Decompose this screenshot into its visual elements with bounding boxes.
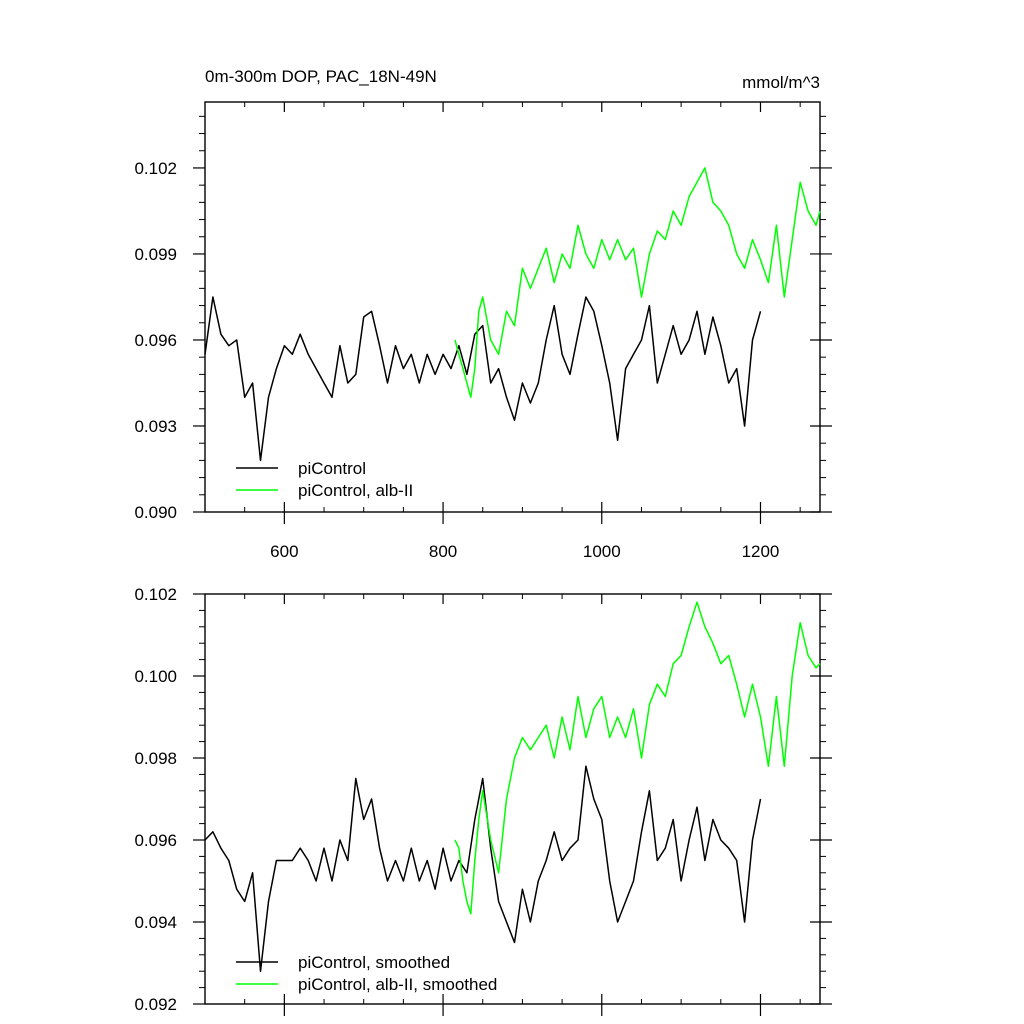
- series-line-bottom-1: [454, 601, 821, 915]
- legend-top: piControl piControl, alb-II: [236, 459, 413, 500]
- y-tick-label-top: 0.102: [134, 159, 177, 178]
- tick-group-top: 600 800 1000 1200 0.090 0.093 0.096 0.099 0.102: [134, 102, 832, 561]
- x-tick-label-top: 600: [270, 542, 298, 561]
- y-tick-label-bottom: 0.094: [134, 913, 177, 932]
- legend-label-alb-ii: piControl, alb-II: [298, 481, 413, 500]
- legend-label-alb-ii-smoothed: piControl, alb-II, smoothed: [298, 975, 497, 994]
- x-tick-label-top: 1000: [583, 542, 621, 561]
- series-line-top-0: [204, 296, 762, 462]
- plot-frame-bottom: [204, 593, 821, 1005]
- y-tick-label-top: 0.099: [134, 245, 177, 264]
- x-tick-label-top: 800: [429, 542, 457, 561]
- y-tick-label-bottom: 0.092: [134, 995, 177, 1014]
- series-line-top-1: [454, 167, 821, 399]
- y-tick-label-bottom: 0.102: [134, 585, 177, 604]
- y-tick-label-top: 0.093: [134, 417, 177, 436]
- series-group-bottom: [204, 601, 821, 972]
- legend-label-picontrol: piControl: [298, 459, 366, 478]
- panel-top-chart: 0m-300m DOP, PAC_18N-49N mmol/m^3 600 800…: [134, 67, 832, 561]
- legend-bottom: piControl, smoothed piControl, alb-II, s…: [236, 953, 497, 994]
- y-tick-label-bottom: 0.096: [134, 831, 177, 850]
- series-line-bottom-0: [204, 765, 762, 972]
- y-tick-label-top: 0.096: [134, 331, 177, 350]
- units-label: mmol/m^3: [742, 73, 820, 92]
- y-tick-label-bottom: 0.098: [134, 749, 177, 768]
- y-tick-label-bottom: 0.100: [134, 667, 177, 686]
- y-tick-label-top: 0.090: [134, 503, 177, 522]
- series-group-top: [204, 167, 821, 462]
- chart-title: 0m-300m DOP, PAC_18N-49N: [205, 67, 437, 86]
- plot-frame-top: [204, 101, 821, 513]
- x-tick-label-top: 1200: [742, 542, 780, 561]
- panel-bottom-chart: 0.092 0.094 0.096 0.098 0.100 0.102 piControl…: [134, 585, 832, 1016]
- tick-group-bottom: 0.092 0.094 0.096 0.098 0.100 0.102: [134, 585, 832, 1016]
- legend-label-picontrol-smoothed: piControl, smoothed: [298, 953, 450, 972]
